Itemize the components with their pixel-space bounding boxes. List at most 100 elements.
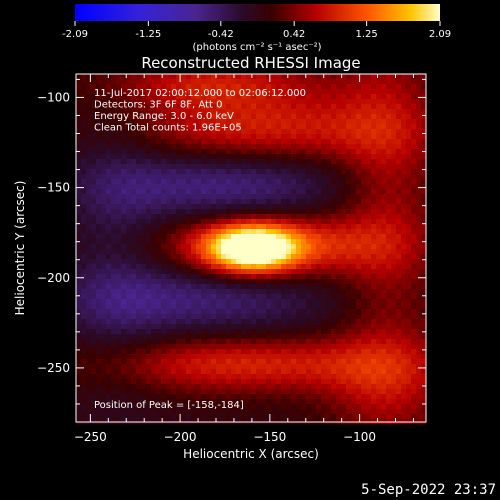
heatmap-cell bbox=[131, 414, 137, 420]
heatmap-cell bbox=[421, 359, 427, 365]
heatmap-cell bbox=[366, 359, 372, 365]
heatmap-cell bbox=[181, 284, 187, 290]
heatmap-cell bbox=[341, 374, 347, 380]
heatmap-cell bbox=[126, 409, 132, 415]
heatmap-cell bbox=[146, 149, 152, 155]
heatmap-cell bbox=[406, 384, 412, 390]
heatmap-cell bbox=[161, 134, 167, 140]
heatmap-cell bbox=[321, 179, 327, 185]
heatmap-cell bbox=[226, 199, 232, 205]
heatmap-cell bbox=[181, 309, 187, 315]
heatmap-cell bbox=[136, 259, 142, 265]
heatmap-cell bbox=[396, 299, 402, 305]
heatmap-cell bbox=[246, 114, 252, 120]
heatmap-cell bbox=[126, 364, 132, 370]
heatmap-cell bbox=[201, 179, 207, 185]
heatmap-cell bbox=[326, 379, 332, 385]
heatmap-cell bbox=[241, 314, 247, 320]
heatmap-cell bbox=[126, 194, 132, 200]
heatmap-cell bbox=[346, 169, 352, 175]
heatmap-cell bbox=[421, 94, 427, 100]
heatmap-cell bbox=[81, 304, 87, 310]
heatmap-cell bbox=[391, 154, 397, 160]
heatmap-cell bbox=[221, 174, 227, 180]
heatmap-cell bbox=[371, 324, 377, 330]
heatmap-cell bbox=[136, 334, 142, 340]
heatmap-cell bbox=[366, 179, 372, 185]
heatmap-cell bbox=[291, 169, 297, 175]
heatmap-cell bbox=[91, 394, 97, 400]
heatmap-cell bbox=[341, 399, 347, 405]
heatmap-cell bbox=[391, 204, 397, 210]
heatmap-cell bbox=[196, 334, 202, 340]
heatmap-cell bbox=[381, 394, 387, 400]
heatmap-cell bbox=[296, 349, 302, 355]
heatmap-cell bbox=[266, 179, 272, 185]
heatmap-cell bbox=[81, 289, 87, 295]
heatmap-cell bbox=[126, 259, 132, 265]
heatmap-cell bbox=[216, 339, 222, 345]
heatmap-cell bbox=[361, 279, 367, 285]
heatmap-cell bbox=[181, 139, 187, 145]
heatmap-cell bbox=[246, 349, 252, 355]
heatmap-cell bbox=[316, 234, 322, 240]
heatmap-cell bbox=[146, 349, 152, 355]
heatmap-cell bbox=[366, 209, 372, 215]
heatmap-cell bbox=[236, 349, 242, 355]
heatmap-cell bbox=[376, 239, 382, 245]
heatmap-cell bbox=[196, 249, 202, 255]
heatmap-cell bbox=[206, 334, 212, 340]
heatmap-cell bbox=[361, 244, 367, 250]
heatmap-cell bbox=[281, 359, 287, 365]
heatmap-cell bbox=[91, 284, 97, 290]
heatmap-cell bbox=[226, 244, 232, 250]
heatmap-cell bbox=[76, 174, 82, 180]
heatmap-cell bbox=[126, 149, 132, 155]
heatmap-cell bbox=[91, 104, 97, 110]
heatmap-cell bbox=[256, 304, 262, 310]
heatmap-cell bbox=[326, 194, 332, 200]
heatmap-cell bbox=[136, 254, 142, 260]
heatmap-cell bbox=[146, 144, 152, 150]
heatmap-cell bbox=[256, 214, 262, 220]
heatmap-cell bbox=[416, 319, 422, 325]
heatmap-cell bbox=[201, 99, 207, 105]
heatmap-cell bbox=[341, 314, 347, 320]
heatmap-cell bbox=[201, 409, 207, 415]
heatmap-cell bbox=[246, 134, 252, 140]
heatmap-cell bbox=[86, 204, 92, 210]
heatmap-cell bbox=[296, 334, 302, 340]
heatmap-cell bbox=[206, 389, 212, 395]
heatmap-cell bbox=[96, 144, 102, 150]
heatmap-cell bbox=[311, 349, 317, 355]
heatmap-cell bbox=[296, 259, 302, 265]
heatmap-cell bbox=[216, 239, 222, 245]
heatmap-cell bbox=[256, 164, 262, 170]
heatmap-cell bbox=[406, 179, 412, 185]
heatmap-cell bbox=[86, 399, 92, 405]
heatmap-cell bbox=[361, 159, 367, 165]
heatmap-cell bbox=[156, 404, 162, 410]
heatmap-cell bbox=[286, 359, 292, 365]
heatmap-cell bbox=[126, 394, 132, 400]
heatmap-cell bbox=[86, 219, 92, 225]
heatmap-cell bbox=[161, 169, 167, 175]
heatmap-cell bbox=[191, 119, 197, 125]
heatmap-cell bbox=[221, 229, 227, 235]
heatmap-cell bbox=[226, 149, 232, 155]
heatmap-cell bbox=[106, 294, 112, 300]
heatmap-cell bbox=[411, 359, 417, 365]
heatmap-cell bbox=[176, 84, 182, 90]
heatmap-cell bbox=[76, 124, 82, 130]
heatmap-cell bbox=[281, 349, 287, 355]
heatmap-cell bbox=[276, 389, 282, 395]
heatmap-cell bbox=[146, 294, 152, 300]
heatmap-cell bbox=[126, 234, 132, 240]
heatmap-cell bbox=[101, 314, 107, 320]
heatmap-cell bbox=[351, 339, 357, 345]
heatmap-cell bbox=[296, 179, 302, 185]
heatmap-cell bbox=[411, 289, 417, 295]
heatmap-cell bbox=[111, 369, 117, 375]
heatmap-cell bbox=[291, 329, 297, 335]
heatmap-cell bbox=[136, 174, 142, 180]
